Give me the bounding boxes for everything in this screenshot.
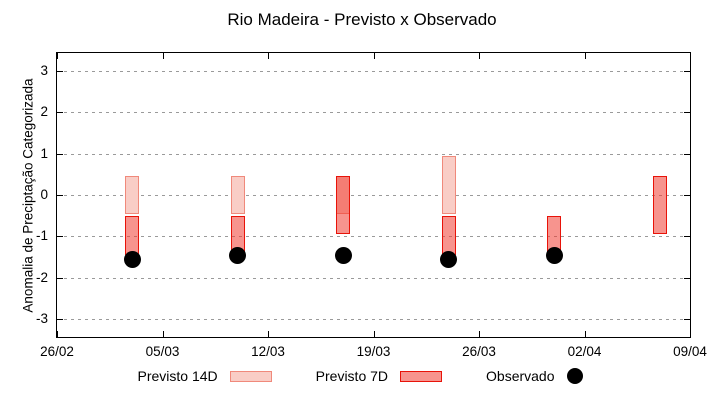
x-tick-bottom [690, 331, 691, 337]
bar-previsto-7d [441, 215, 456, 256]
x-tick-top [162, 53, 164, 59]
y-tick-left [57, 236, 63, 238]
x-tick-bottom [57, 331, 58, 337]
gridline-y1 [57, 153, 690, 155]
y-tick-left [57, 319, 63, 321]
x-tick-top [373, 53, 375, 59]
bar-previsto-7d [125, 215, 140, 256]
y-tick-left [57, 70, 63, 72]
y-tick-label: 2 [40, 104, 48, 120]
x-tick-top [479, 53, 480, 59]
x-tick-top [57, 53, 58, 59]
x-tick-bottom [479, 331, 480, 337]
observed-dot [440, 250, 458, 268]
legend-observed-dot-icon [566, 368, 583, 384]
observed-dot [229, 246, 247, 264]
y-tick-left [57, 195, 63, 196]
x-tick-label: 09/04 [673, 344, 707, 359]
gridline-y-1 [57, 236, 690, 238]
y-tick-left [57, 277, 63, 279]
x-tick-label: 02/04 [567, 344, 602, 359]
y-tick-label: -3 [35, 311, 48, 327]
gridline-y-2 [57, 277, 690, 279]
y-tick-right [684, 153, 690, 155]
legend-label-previsto-14d: Previsto 14D [137, 368, 218, 384]
bar-previsto-7d [336, 176, 351, 235]
x-tick-bottom [584, 331, 586, 337]
observed-dot [334, 246, 352, 264]
x-tick-label: 26/02 [40, 344, 74, 359]
chart-title: Rio Madeira - Previsto x Observado [227, 10, 497, 29]
y-tick-right [684, 70, 690, 72]
x-tick-bottom [373, 331, 375, 337]
y-tick-right [684, 277, 690, 279]
gridline-y3 [57, 70, 690, 72]
bar-previsto-14d [441, 155, 456, 214]
y-tick-right [684, 236, 690, 238]
bar-previsto-14d [230, 176, 245, 214]
x-tick-top [584, 53, 586, 59]
legend-item-previsto-14d: Previsto 14D [138, 368, 272, 384]
legend-swatch-14d-bar-icon [229, 370, 272, 382]
gridline-y-3 [57, 319, 690, 321]
x-tick-top [690, 53, 691, 59]
x-tick-bottom [268, 331, 269, 337]
y-tick-right [684, 195, 690, 196]
bar-previsto-7d [652, 176, 667, 235]
observed-dot [123, 250, 141, 268]
x-tick-label: 05/03 [145, 344, 180, 359]
y-tick-label: 0 [40, 187, 48, 202]
legend-label-previsto-7d: Previsto 7D [315, 368, 389, 384]
gridline-y2 [57, 112, 690, 114]
legend-item-previsto-7d: Previsto 7D [315, 368, 443, 384]
legend-swatch-7d-bar-icon [400, 370, 443, 382]
y-tick-label: -2 [35, 269, 48, 285]
legend-item-observado: Observado [486, 368, 583, 384]
bar-previsto-14d [125, 176, 140, 214]
legend: Previsto 14D Previsto 7D Observado [0, 368, 720, 384]
y-tick-left [57, 153, 63, 155]
x-tick-bottom [162, 331, 164, 337]
y-tick-label: 3 [40, 62, 48, 78]
observed-dot [545, 246, 563, 264]
y-tick-label: 1 [40, 145, 48, 161]
x-tick-label: 19/03 [356, 344, 391, 359]
x-tick-top [268, 53, 269, 59]
y-tick-right [684, 319, 690, 321]
y-tick-right [684, 112, 690, 114]
x-tick-label: 12/03 [251, 344, 285, 359]
y-tick-left [57, 112, 63, 114]
legend-label-observado: Observado [486, 368, 555, 384]
y-tick-label: -1 [35, 228, 48, 244]
x-tick-label: 26/03 [462, 344, 496, 359]
gridline-y0 [57, 195, 690, 196]
plot-area [56, 52, 691, 338]
